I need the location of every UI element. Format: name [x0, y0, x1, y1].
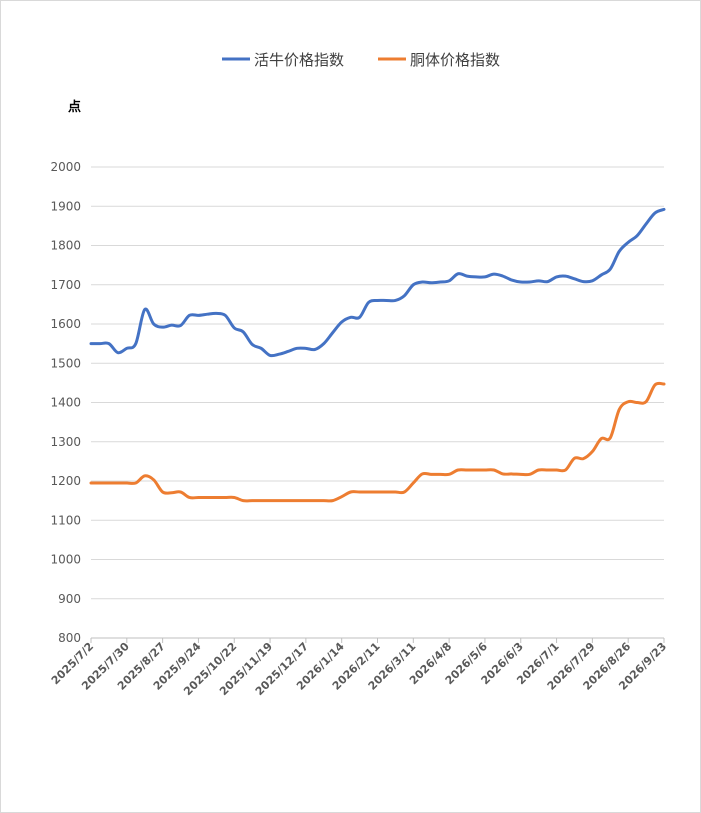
legend: 活牛价格指数 胴体价格指数 [222, 51, 500, 69]
series-line-2 [89, 381, 666, 503]
y-tick-label: 1400 [50, 396, 81, 410]
series-lines [89, 207, 666, 503]
x-axis: 2025/7/22025/7/302025/8/272025/9/242025/… [49, 637, 669, 698]
y-tick-label: 1600 [50, 317, 81, 331]
y-tick-label: 1100 [50, 513, 81, 527]
legend-label-2: 胴体价格指数 [410, 51, 500, 69]
y-tick-label: 1500 [50, 356, 81, 370]
y-axis-ticks: 800 900 1000 1100 1200 1300 1400 1500 1600 1700 18… [50, 160, 81, 645]
y-tick-label: 900 [58, 592, 81, 606]
y-tick-label: 2000 [50, 160, 81, 174]
legend-label-1: 活牛价格指数 [254, 51, 344, 69]
y-tick-label: 1900 [50, 199, 81, 213]
y-tick-label: 800 [58, 631, 81, 645]
y-tick-label: 1300 [50, 435, 81, 449]
y-axis-unit-label: 点 [68, 99, 81, 115]
gridlines [91, 166, 664, 600]
y-tick-label: 1700 [50, 278, 81, 292]
y-tick-label: 1200 [50, 474, 81, 488]
y-tick-label: 1000 [50, 553, 81, 567]
y-tick-label: 1800 [50, 239, 81, 253]
series-line-1 [89, 207, 666, 358]
